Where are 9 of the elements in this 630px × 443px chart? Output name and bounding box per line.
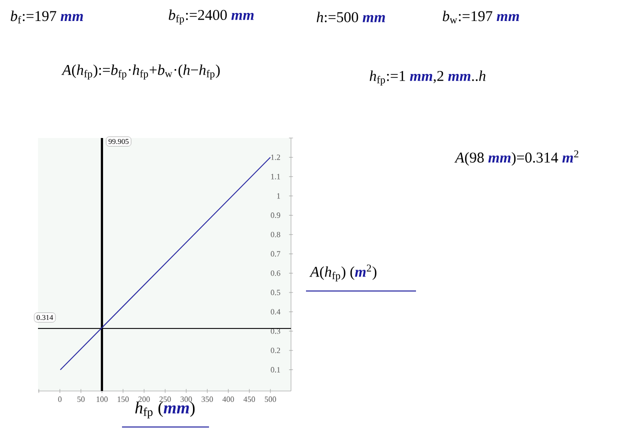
text: A(h$_{fp}$):=b$_{fp}$·h$_{fp}$+b$_{w}$·(h−h$_{fp}$): [61, 64, 220, 80]
x-axis-title: h$_{fp}$ (mm): [135, 402, 195, 418]
text: b$_{fp}$:=2400 mm: [168, 9, 254, 24]
text: h$_{fp}$:=1 mm,2 mm..h: [370, 70, 486, 86]
text: b$_{f}$:=197 mm: [10, 10, 83, 24]
text: A(98 mm)=0.314 m$^{2}$: [454, 150, 578, 166]
text: b$_{w}$:=197 mm: [442, 10, 519, 24]
y-axis-title: A(h$_{fp}$) (m$^{2}$): [309, 264, 376, 282]
text: h:=500 mm: [316, 12, 385, 22]
